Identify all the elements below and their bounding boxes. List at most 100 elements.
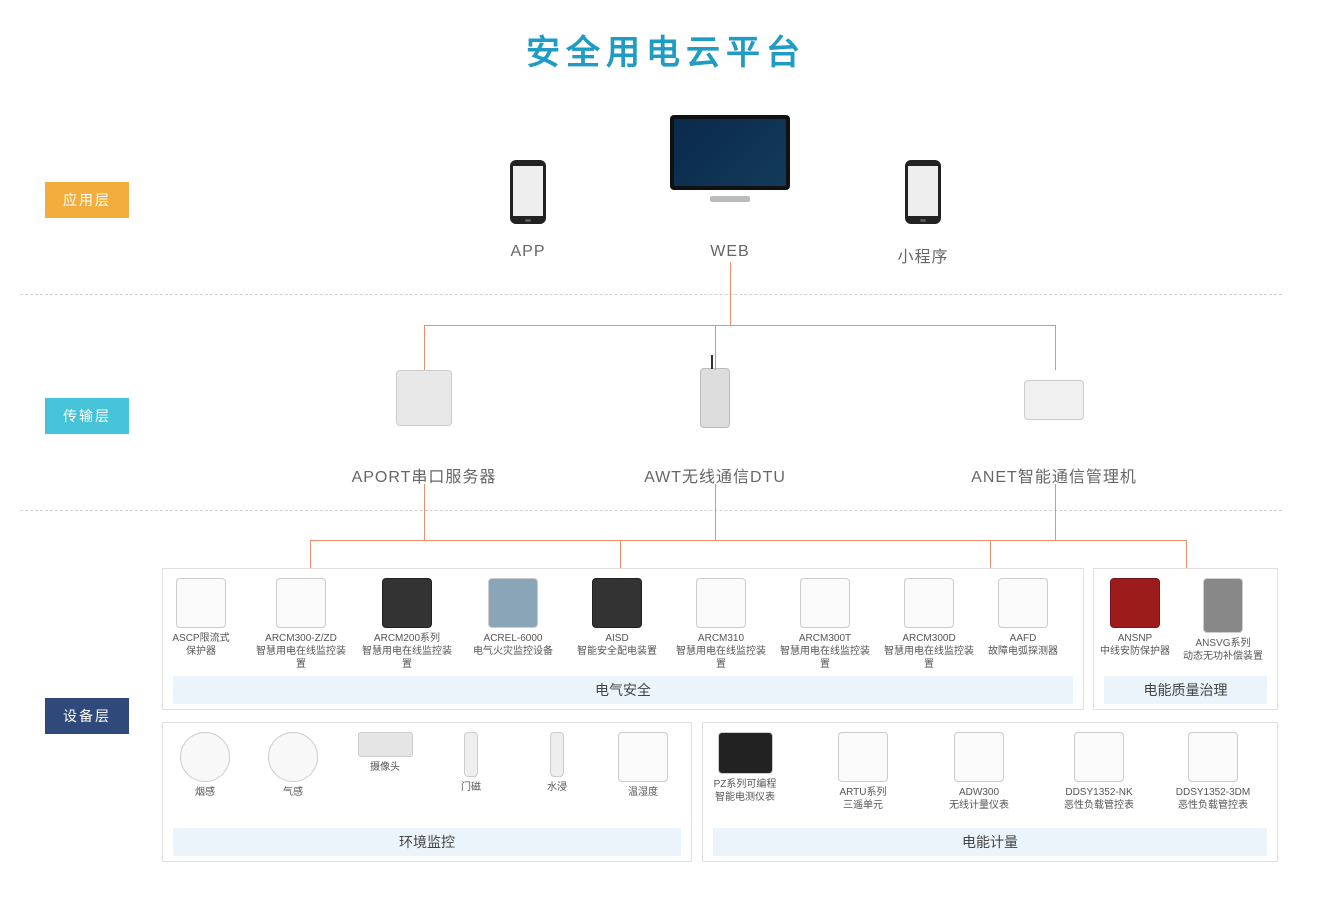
layer-label-device: 设备层 [45,698,129,734]
device-icon [382,578,432,628]
device-icon [488,578,538,628]
device-icon [592,578,642,628]
device-icon [176,578,226,628]
divider-dashed-2 [20,510,1282,511]
gateway-icon [1024,380,1084,420]
transport-item-2 [1024,380,1084,420]
device-icon [1203,578,1243,633]
device-name1: DDSY1352-3DM [1168,786,1258,799]
device-name2: 保护器 [156,645,246,658]
device-g2-1: ANSVG系列动态无功补偿装置 [1178,578,1268,663]
device-g3-0: 烟感 [160,732,250,799]
device-g4-1: ARTU系列三遥单元 [818,732,908,812]
device-g3-5: 温湿度 [598,732,688,799]
app-item-1 [670,115,790,190]
connector-line [424,325,1055,326]
app-caption-0: APP [488,243,568,261]
device-name1: ANSVG系列 [1178,637,1268,650]
device-g1-8: AAFD故障电弧探测器 [978,578,1068,658]
device-name2: 智能安全配电装置 [572,645,662,658]
device-name2: 智慧用电在线监控装置 [780,645,870,671]
app-item-2 [905,160,941,224]
device-name2: 电气火灾监控设备 [468,645,558,658]
connector-line [310,540,1186,541]
device-icon [268,732,318,782]
device-name1: 门磁 [426,781,516,794]
device-name1: AAFD [978,632,1068,645]
connector-line [1055,510,1056,540]
connector-line [730,294,731,325]
device-name1: ARTU系列 [818,786,908,799]
device-name1: 烟感 [160,786,250,799]
app-caption-1: WEB [690,243,770,261]
device-g4-2: ADW300无线计量仪表 [934,732,1024,812]
device-name1: ARCM300D [884,632,974,645]
device-icon [180,732,230,782]
device-icon [276,578,326,628]
device-name1: AISD [572,632,662,645]
device-g2-0: ANSNP中线安防保护器 [1090,578,1180,658]
device-icon [800,578,850,628]
layer-label-app: 应用层 [45,182,129,218]
device-icon [1188,732,1238,782]
divider-dashed-1 [20,294,1282,295]
server-icon [396,370,452,426]
device-icon [998,578,1048,628]
transport-item-0 [396,370,452,426]
connector-line [424,325,425,370]
device-icon [464,732,478,777]
device-name2: 中线安防保护器 [1090,645,1180,658]
device-name1: 气感 [248,786,338,799]
device-g1-3: ACREL-6000电气火灾监控设备 [468,578,558,658]
device-g1-6: ARCM300T智慧用电在线监控装置 [780,578,870,671]
device-name2: 故障电弧探测器 [978,645,1068,658]
connector-line [715,325,716,370]
device-name1: PZ系列可编程 [700,778,790,791]
transport-item-1 [700,368,730,428]
app-item-0 [510,160,546,224]
connector-line [620,540,621,568]
connector-line [1055,325,1056,370]
device-name2: 智慧用电在线监控装置 [676,645,766,671]
connector-line [310,540,311,568]
device-icon [550,732,564,777]
device-g4-4: DDSY1352-3DM恶性负载管控表 [1168,732,1258,812]
device-g3-1: 气感 [248,732,338,799]
device-g1-7: ARCM300D智慧用电在线监控装置 [884,578,974,671]
device-name2: 动态无功补偿装置 [1178,650,1268,663]
device-g3-2: 摄像头 [340,732,430,774]
device-icon [696,578,746,628]
device-icon [718,732,773,774]
device-name2: 智慧用电在线监控装置 [256,645,346,671]
device-icon [954,732,1004,782]
app-caption-2: 小程序 [883,243,963,267]
connector-line [715,484,716,510]
group-title-g2: 电能质量治理 [1104,676,1267,704]
device-g3-4: 水浸 [512,732,602,794]
device-name1: ARCM200系列 [362,632,452,645]
connector-line [1055,484,1056,510]
device-name1: DDSY1352-NK [1054,786,1144,799]
connector-line [990,540,991,568]
device-g1-1: ARCM300-Z/ZD智慧用电在线监控装置 [256,578,346,671]
connector-line [1186,540,1187,568]
connector-line [715,510,716,540]
device-name2: 智慧用电在线监控装置 [884,645,974,671]
device-icon [618,732,668,782]
device-icon [904,578,954,628]
device-icon [838,732,888,782]
device-name1: 摄像头 [340,761,430,774]
device-name2: 恶性负载管控表 [1054,799,1144,812]
device-icon [1074,732,1124,782]
device-g3-3: 门磁 [426,732,516,794]
device-name2: 无线计量仪表 [934,799,1024,812]
connector-line [424,484,425,510]
device-icon [358,732,413,757]
device-name1: ARCM300T [780,632,870,645]
device-name1: ARCM310 [676,632,766,645]
device-g1-5: ARCM310智慧用电在线监控装置 [676,578,766,671]
device-name1: 温湿度 [598,786,688,799]
device-g4-3: DDSY1352-NK恶性负载管控表 [1054,732,1144,812]
device-g1-0: ASCP限流式保护器 [156,578,246,658]
page-title: 安全用电云平台 [526,25,806,74]
